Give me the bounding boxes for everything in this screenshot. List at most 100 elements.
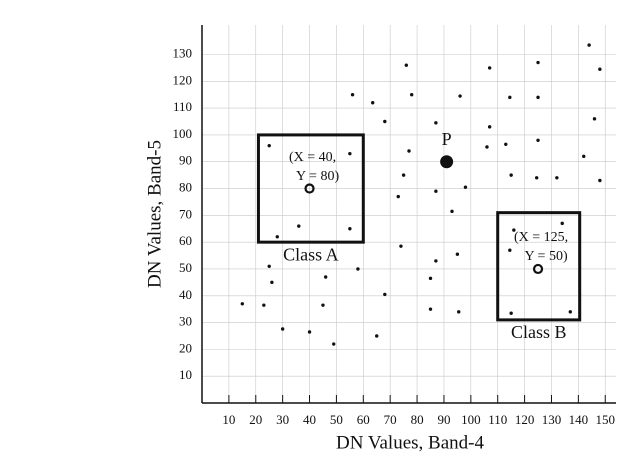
mean-label: Y = 50) [524, 249, 567, 264]
data-point [262, 303, 266, 307]
data-point [534, 176, 539, 180]
data-point [407, 149, 411, 153]
data-point [509, 311, 513, 315]
class-box [496, 211, 582, 322]
y-tick-label: 100 [173, 126, 193, 141]
mean-label: (X = 40, [289, 150, 336, 165]
data-point [267, 143, 271, 148]
y-tick-label: 110 [173, 99, 192, 114]
data-point [401, 173, 406, 177]
data-point [509, 173, 513, 177]
data-point [434, 259, 438, 263]
y-tick-label: 80 [179, 180, 192, 195]
x-tick-label: 20 [249, 412, 262, 427]
x-tick-label: 120 [515, 412, 535, 427]
data-point [267, 264, 271, 268]
data-point [458, 94, 462, 98]
data-point [598, 178, 602, 183]
x-tick-label: 10 [222, 412, 235, 427]
data-point [536, 138, 540, 142]
class-mean [532, 263, 544, 275]
data-point [404, 63, 409, 67]
data-point [240, 302, 245, 306]
data-point [270, 280, 274, 285]
data-point [434, 121, 438, 125]
data-point [485, 145, 489, 149]
data-point [350, 93, 355, 97]
data-point [555, 176, 559, 180]
data-point [508, 248, 512, 252]
x-tick-label: 40 [303, 412, 316, 427]
data-point [512, 228, 516, 232]
class-label: Class A [283, 244, 339, 264]
x-tick-label: 30 [276, 412, 289, 427]
data-point [297, 224, 301, 228]
y-tick-label: 70 [179, 206, 192, 221]
y-tick-label: 50 [179, 260, 192, 275]
x-tick-label: 70 [384, 412, 397, 427]
x-tick-label: 80 [411, 412, 424, 427]
data-point [428, 276, 433, 281]
data-point [383, 292, 387, 297]
mean-label: Y = 80) [296, 169, 339, 184]
data-point [504, 142, 508, 146]
y-tick-label: 120 [173, 72, 193, 87]
data-point [508, 95, 512, 100]
x-tick-label: 150 [595, 412, 615, 427]
x-tick-label: 130 [542, 412, 562, 427]
pixel-point [440, 155, 454, 169]
data-point [560, 221, 564, 226]
y-tick-label: 130 [173, 45, 193, 60]
data-point [409, 93, 414, 97]
data-point [536, 60, 540, 65]
data-point [307, 330, 312, 334]
pixel-label: P [442, 129, 452, 149]
x-tick-label: 100 [461, 412, 481, 427]
y-tick-label: 40 [179, 287, 192, 302]
data-point [450, 209, 454, 214]
data-point [396, 194, 400, 199]
y-axis-title: DN Values, Band-5 [144, 140, 165, 288]
x-tick-label: 110 [488, 412, 507, 427]
class-label: Class B [511, 322, 567, 342]
x-tick-label: 140 [569, 412, 589, 427]
data-point [275, 235, 279, 239]
x-tick-label: 60 [357, 412, 370, 427]
data-point [487, 66, 492, 70]
y-tick-label: 60 [179, 233, 192, 248]
y-tick-label: 30 [179, 314, 192, 329]
data-point [321, 303, 325, 307]
data-point [371, 101, 375, 105]
data-point [487, 125, 492, 129]
mean-label: (X = 125, [514, 230, 568, 245]
data-point [582, 154, 586, 159]
class-mean [304, 183, 315, 194]
data-point [568, 310, 572, 314]
data-point [356, 267, 360, 271]
data-point [587, 43, 591, 47]
data-point [592, 117, 597, 121]
x-tick-label: 90 [437, 412, 450, 427]
data-point [428, 307, 433, 311]
y-tick-label: 20 [179, 340, 192, 355]
data-point [399, 244, 403, 248]
data-point [463, 185, 468, 189]
data-point [383, 119, 387, 124]
data-point [375, 334, 379, 338]
data-point [434, 189, 438, 193]
data-point [323, 275, 328, 279]
class-box [256, 133, 365, 244]
data-point [455, 252, 460, 256]
x-tick-label: 50 [330, 412, 343, 427]
data-point [280, 327, 285, 331]
y-tick-label: 90 [179, 153, 192, 168]
x-axis-title: DN Values, Band-4 [336, 432, 484, 453]
data-point [348, 227, 352, 231]
y-tick-label: 10 [179, 367, 192, 382]
data-point [457, 310, 461, 314]
data-point [348, 151, 352, 156]
data-point [536, 95, 540, 100]
data-point [598, 67, 602, 71]
data-point [332, 342, 336, 346]
